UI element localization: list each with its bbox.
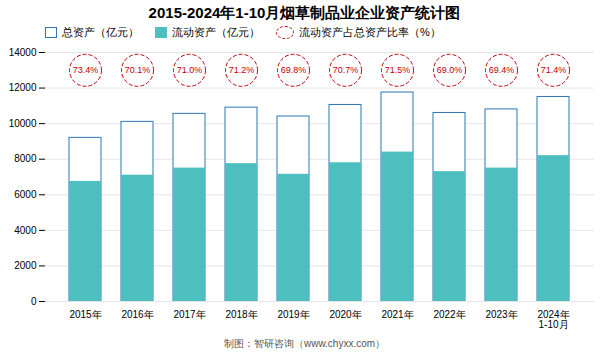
svg-text:6000: 6000: [14, 189, 37, 200]
html-text:2015-2024年1-10月烟草制品业企业资产统计图: 2015-2024年1-10月烟草制品业企业资产统计图: [148, 4, 461, 21]
svg-text:2022年: 2022年: [433, 309, 465, 320]
svg-text:71.4%: 71.4%: [541, 65, 567, 75]
svg-text:8000: 8000: [14, 153, 37, 164]
html-text:总资产（亿元）: 总资产（亿元）: [62, 26, 139, 38]
svg-text:71.0%: 71.0%: [177, 65, 203, 75]
svg-text:2016年: 2016年: [121, 309, 153, 320]
svg-text:69.4%: 69.4%: [489, 65, 515, 75]
svg-text:0: 0: [31, 296, 37, 307]
svg-text:2018年: 2018年: [225, 309, 257, 320]
svg-text:71.2%: 71.2%: [229, 65, 255, 75]
svg-text:69.0%: 69.0%: [437, 65, 463, 75]
svg-text:14000: 14000: [9, 47, 37, 58]
svg-text:2024年1-10月: 2024年1-10月: [537, 309, 569, 330]
svg-text:2020年: 2020年: [329, 309, 361, 320]
svg-text:2000: 2000: [14, 260, 37, 271]
svg-text:2017年: 2017年: [173, 309, 205, 320]
svg-text:2023年: 2023年: [485, 309, 517, 320]
svg-text:4000: 4000: [14, 225, 37, 236]
svg-text:2019年: 2019年: [277, 309, 309, 320]
svg-text:73.4%: 73.4%: [73, 65, 99, 75]
svg-text:12000: 12000: [9, 82, 37, 93]
svg-text:2021年: 2021年: [381, 309, 413, 320]
svg-text:69.8%: 69.8%: [281, 65, 307, 75]
html-text:流动资产占总资产比率（%）: 流动资产占总资产比率（%）: [299, 26, 441, 38]
svg-text:10000: 10000: [9, 118, 37, 129]
svg-text:70.7%: 70.7%: [333, 65, 359, 75]
html-text:流动资产（亿元）: 流动资产（亿元）: [172, 26, 260, 38]
svg-text:71.5%: 71.5%: [385, 65, 411, 75]
svg-text:70.1%: 70.1%: [125, 65, 151, 75]
html-text:制图：智研咨询（www.chyxx.com）: 制图：智研咨询（www.chyxx.com）: [223, 338, 386, 349]
svg-text:2015年: 2015年: [69, 309, 101, 320]
